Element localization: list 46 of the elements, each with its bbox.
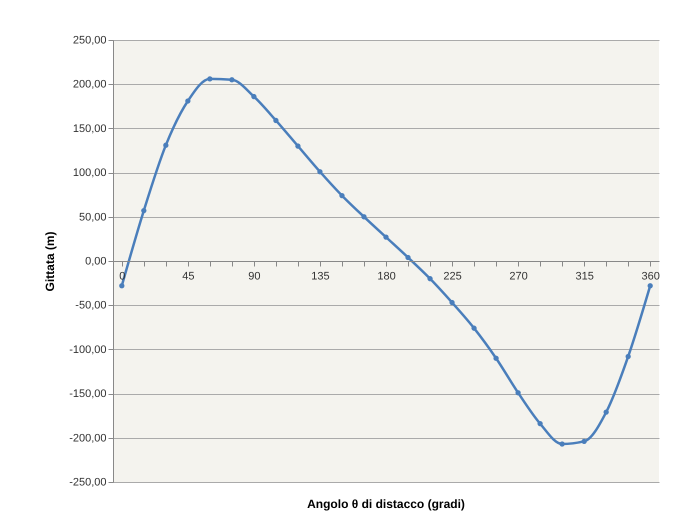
x-tick-label: 360 xyxy=(642,270,660,282)
y-tick-label: -150,00 xyxy=(69,388,106,400)
point xyxy=(295,143,301,149)
point xyxy=(449,300,455,306)
point xyxy=(361,214,367,220)
point xyxy=(185,98,190,104)
x-tick-label: 45 xyxy=(182,270,194,282)
x-tick-label: 90 xyxy=(248,270,261,282)
point xyxy=(251,94,257,100)
y-tick-label: 150,00 xyxy=(72,122,106,135)
x-tick-label: 315 xyxy=(575,270,594,282)
x-tick-label: 270 xyxy=(509,270,528,282)
y-tick-label: 0,00 xyxy=(85,256,106,268)
point xyxy=(163,142,168,148)
point xyxy=(317,169,323,174)
point xyxy=(582,438,587,444)
point xyxy=(229,77,235,82)
y-tick-label: 50,00 xyxy=(78,211,106,224)
point xyxy=(515,390,521,396)
point xyxy=(493,356,499,361)
y-tick-label: -250,00 xyxy=(69,476,106,488)
point xyxy=(273,118,279,124)
x-tick-label: 180 xyxy=(377,270,396,282)
point xyxy=(405,254,411,260)
y-tick-label: -100,00 xyxy=(69,344,106,356)
y-axis-title: Gittata (m) xyxy=(43,231,58,292)
point xyxy=(383,234,389,240)
x-axis-title: Angolo θ di distacco (gradi) xyxy=(307,497,465,511)
y-tick-label: 200,00 xyxy=(72,78,106,91)
point xyxy=(604,410,609,415)
y-tick-label: -50,00 xyxy=(75,300,106,312)
point xyxy=(207,76,213,82)
y-tick-label: 100,00 xyxy=(72,167,106,180)
point xyxy=(119,283,124,288)
y-tick-label: -200,00 xyxy=(69,432,106,444)
point xyxy=(537,421,543,426)
point xyxy=(339,192,345,198)
point xyxy=(648,283,653,288)
point xyxy=(626,354,631,360)
x-tick-label: 135 xyxy=(311,270,330,282)
y-tick-label: 250,00 xyxy=(72,34,106,46)
point xyxy=(427,276,433,282)
point xyxy=(559,441,565,447)
point xyxy=(471,326,477,331)
x-tick-label: 225 xyxy=(443,270,462,282)
point xyxy=(141,208,146,214)
